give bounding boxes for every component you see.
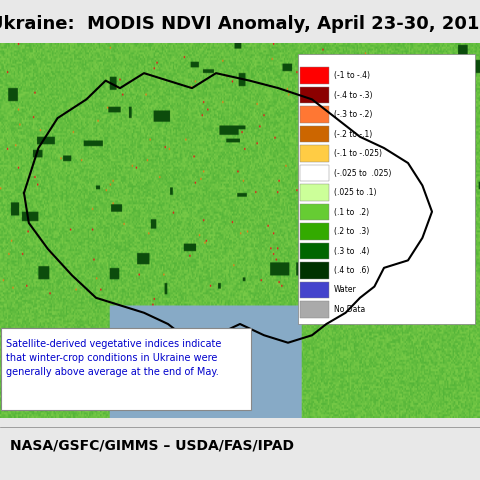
Bar (300, 145, 329, 162)
Bar (300, 243, 329, 259)
Bar (300, 126, 329, 143)
Text: NASA/GSFC/GIMMS – USDA/FAS/IPAD: NASA/GSFC/GIMMS – USDA/FAS/IPAD (10, 439, 294, 453)
Text: (.1 to  .2): (.1 to .2) (334, 208, 369, 216)
Text: (-.2 to -.1): (-.2 to -.1) (334, 130, 372, 139)
Bar (300, 107, 329, 123)
Text: (-.025 to  .025): (-.025 to .025) (334, 168, 391, 178)
Text: (-.4 to -.3): (-.4 to -.3) (334, 91, 372, 100)
Text: No Data: No Data (334, 305, 365, 314)
Text: Ukraine:  MODIS NDVI Anomaly, April 23-30, 2014: Ukraine: MODIS NDVI Anomaly, April 23-30… (0, 15, 480, 33)
Text: (-.3 to -.2): (-.3 to -.2) (334, 110, 372, 119)
FancyBboxPatch shape (298, 54, 475, 324)
Bar (300, 165, 329, 181)
Bar (300, 223, 329, 240)
FancyBboxPatch shape (1, 328, 251, 410)
Bar (300, 184, 329, 201)
Bar (300, 204, 329, 220)
Bar (300, 87, 329, 104)
Bar (300, 282, 329, 298)
Bar (300, 68, 329, 84)
Text: Satellite-derived vegetative indices indicate
that winter-crop conditions in Ukr: Satellite-derived vegetative indices ind… (6, 339, 221, 377)
Text: (.3 to  .4): (.3 to .4) (334, 247, 369, 255)
Text: (.025 to .1): (.025 to .1) (334, 188, 376, 197)
Text: Water: Water (334, 286, 356, 295)
Bar (300, 301, 329, 318)
Text: (.2 to  .3): (.2 to .3) (334, 227, 369, 236)
Text: (.4 to  .6): (.4 to .6) (334, 266, 369, 275)
Text: (-.1 to -.025): (-.1 to -.025) (334, 149, 382, 158)
Bar (300, 262, 329, 279)
Text: (-1 to -.4): (-1 to -.4) (334, 72, 370, 80)
